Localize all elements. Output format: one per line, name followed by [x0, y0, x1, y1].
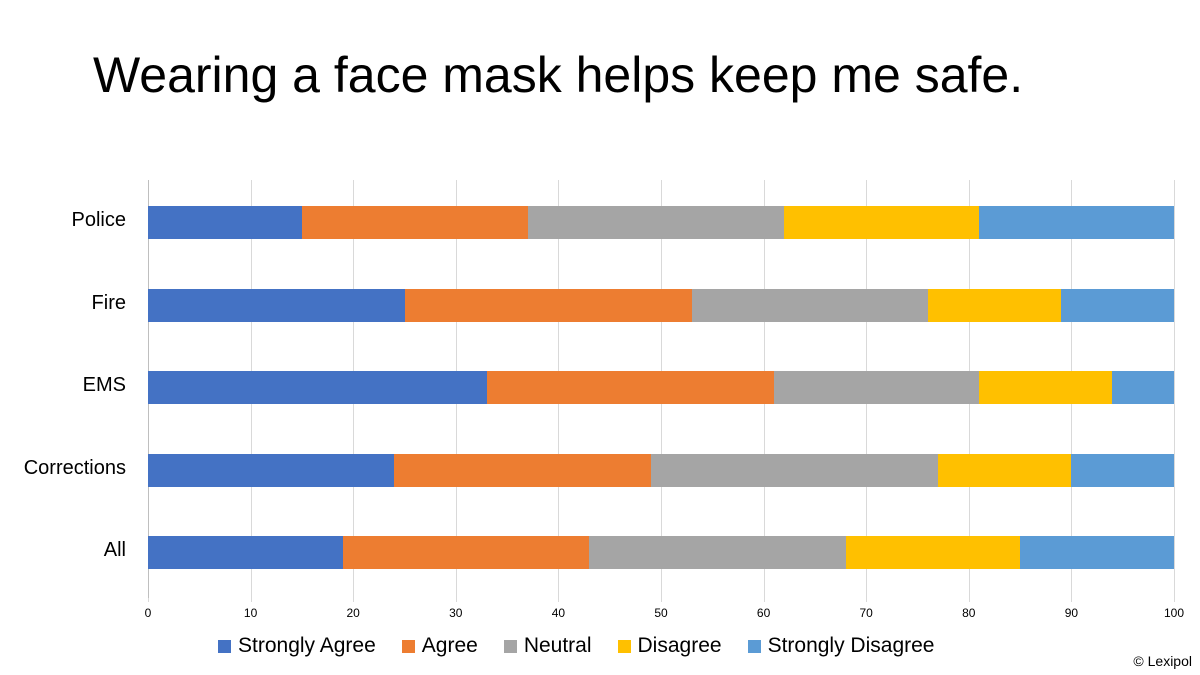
gridline [1174, 180, 1175, 598]
category-label: All [103, 539, 126, 561]
bar-fire [148, 288, 1174, 322]
bar-segment-strongly-agree [148, 370, 487, 404]
tick-mark [763, 598, 765, 602]
category-label: Corrections [23, 457, 126, 479]
tick-label: 80 [962, 606, 976, 620]
tick-mark [1071, 598, 1073, 602]
bar-segment-agree [342, 535, 590, 569]
bar-segment-strongly-disagree [1061, 288, 1174, 322]
legend-label: Strongly Agree [238, 634, 376, 657]
category-label: Police [71, 209, 126, 231]
tick-mark [661, 598, 662, 602]
bar-segment-agree [404, 288, 692, 322]
legend-label: Agree [421, 634, 478, 657]
bar-segment-neutral [773, 370, 980, 404]
tick-mark [455, 598, 457, 602]
bar-segment-agree [301, 205, 528, 239]
bar-segment-disagree [938, 453, 1072, 487]
bar-segment-strongly-agree [148, 535, 343, 569]
legend-swatch-icon [401, 639, 415, 653]
tick-mark [558, 598, 560, 602]
bar-segment-agree [394, 453, 651, 487]
legend-item: Strongly Agree [218, 634, 376, 658]
bar-segment-disagree [927, 288, 1062, 322]
bar-segment-strongly-agree [148, 453, 395, 487]
bar-segment-strongly-agree [148, 288, 405, 322]
bar-segment-neutral [650, 453, 938, 487]
bar-segment-strongly-disagree [1020, 535, 1174, 569]
tick-label: 50 [654, 606, 668, 620]
tick-mark [353, 598, 355, 602]
tick-mark [866, 598, 868, 602]
bar-segment-neutral [527, 205, 785, 239]
legend-swatch-icon [503, 639, 517, 653]
category-label: Fire [91, 292, 126, 314]
bar-all [148, 535, 1174, 569]
chart-title: Wearing a face mask helps keep me safe. [93, 47, 1024, 103]
tick-mark [968, 598, 970, 602]
bar-segment-neutral [691, 288, 928, 322]
tick-mark [148, 598, 149, 602]
legend-label: Disagree [637, 634, 722, 657]
legend-item: Disagree [617, 634, 722, 658]
bar-ems [148, 370, 1174, 404]
tick-label: 100 [1163, 606, 1185, 620]
copyright-credit: © Lexipol [1133, 653, 1192, 669]
legend-item: Strongly Disagree [747, 634, 935, 658]
bar-segment-disagree [784, 205, 980, 239]
bar-segment-strongly-disagree [1112, 370, 1174, 404]
legend-label: Strongly Disagree [767, 634, 935, 657]
tick-label: 40 [551, 606, 566, 620]
bar-segment-disagree [845, 535, 1021, 569]
bar-segment-agree [486, 370, 774, 404]
tick-label: 90 [1064, 606, 1079, 620]
tick-label: 10 [243, 606, 258, 620]
legend-swatch-icon [218, 639, 231, 653]
bar-segment-disagree [979, 370, 1113, 404]
legend-swatch-icon [747, 639, 761, 653]
plot-area [148, 180, 1175, 598]
tick-label: 60 [756, 606, 771, 620]
legend-label: Neutral [523, 634, 592, 657]
bar-segment-strongly-agree [148, 205, 302, 239]
bar-segment-strongly-disagree [979, 205, 1174, 239]
bar-corrections [148, 453, 1174, 487]
legend-item: Agree [401, 634, 478, 658]
tick-label: 30 [449, 606, 463, 620]
tick-mark [250, 598, 252, 602]
legend-item: Neutral [503, 634, 592, 658]
category-label: EMS [82, 374, 126, 396]
tick-label: 0 [144, 606, 152, 620]
tick-label: 70 [859, 606, 873, 620]
tick-mark [1174, 598, 1175, 602]
bar-segment-strongly-disagree [1071, 453, 1174, 487]
bar-police [148, 205, 1174, 239]
legend-swatch-icon [617, 639, 631, 653]
tick-label: 20 [346, 606, 360, 620]
bar-segment-neutral [589, 535, 846, 569]
legend: Strongly Agree Agree Neutral Disagree Strong… [218, 634, 960, 658]
